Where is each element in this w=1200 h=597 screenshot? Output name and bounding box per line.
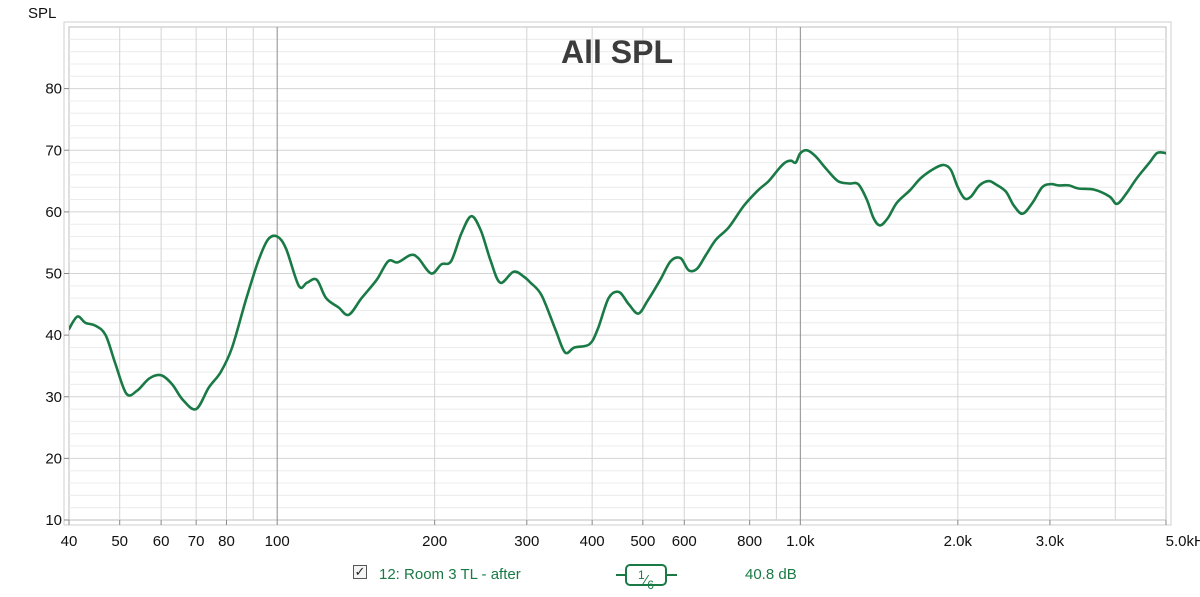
y-tick-label: 80 — [45, 81, 62, 98]
minor-gridlines — [69, 27, 1166, 520]
x-tick-label: 5.0kHz — [1166, 533, 1200, 550]
x-tick-label: 2.0k — [944, 533, 973, 550]
x-tick-label: 60 — [153, 533, 170, 550]
x-axis-ticks: 40 50 60 70 80 100 200 300 400 500 600 800 1.0k 2.0k 3… — [61, 520, 1200, 550]
smoothing-indicator[interactable]: 1⁄6 — [616, 563, 678, 592]
chart-title: All SPL — [561, 34, 673, 70]
x-tick-label: 600 — [672, 533, 697, 550]
y-axis-ticks: 10 20 30 40 50 60 70 80 — [45, 81, 69, 529]
x-tick-label: 100 — [265, 533, 290, 550]
smoothing-line-left — [616, 574, 626, 576]
y-tick-label: 70 — [45, 142, 62, 159]
x-tick-label: 500 — [630, 533, 655, 550]
y-tick-label: 20 — [45, 450, 62, 467]
legend-value-readout: 40.8 dB — [745, 566, 797, 583]
smoothing-denominator: 6 — [647, 578, 654, 592]
legend-series-label[interactable]: 12: Room 3 TL - after — [379, 566, 521, 583]
x-tick-label: 40 — [61, 533, 78, 550]
major-gridlines — [69, 27, 1166, 520]
x-tick-label: 400 — [580, 533, 605, 550]
x-tick-label: 3.0k — [1036, 533, 1065, 550]
y-tick-label: 50 — [45, 266, 62, 283]
x-tick-label: 300 — [514, 533, 539, 550]
x-tick-label: 70 — [188, 533, 205, 550]
y-tick-label: 40 — [45, 327, 62, 344]
smoothing-slash: ⁄ — [644, 572, 648, 589]
y-tick-label: 60 — [45, 204, 62, 221]
y-tick-label: 10 — [45, 512, 62, 529]
x-tick-label: 1.0k — [786, 533, 815, 550]
x-tick-label: 200 — [422, 533, 447, 550]
smoothing-numerator: 1 — [638, 568, 645, 582]
smoothing-line-right — [667, 574, 677, 576]
series-visibility-checkbox[interactable]: ✓ — [353, 564, 367, 579]
x-tick-label: 80 — [218, 533, 235, 550]
legend: ✓ 12: Room 3 TL - after 1⁄6 40.8 dB — [0, 563, 1200, 592]
series-line — [69, 148, 1166, 411]
series-layer — [69, 148, 1166, 411]
x-tick-label: 800 — [737, 533, 762, 550]
smoothing-fraction[interactable]: 1⁄6 — [625, 564, 667, 592]
y-tick-label: 30 — [45, 389, 62, 406]
y-axis-label: SPL — [28, 5, 56, 22]
x-tick-label: 50 — [111, 533, 128, 550]
